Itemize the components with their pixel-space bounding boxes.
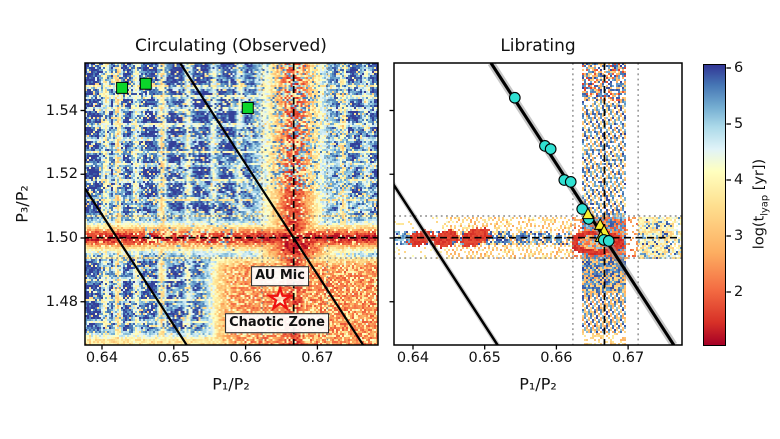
- cyan-circle-marker: [544, 143, 557, 155]
- librating-panel-frame: [393, 62, 683, 346]
- circulating-panel-frame: [84, 62, 379, 346]
- yellow-triangle-marker: [581, 207, 595, 220]
- librating-heatmap: [394, 63, 682, 345]
- cyan-circle-marker: [508, 91, 521, 104]
- cyan-circle-marker: [564, 176, 577, 188]
- secondary-resonance-line: [85, 186, 188, 345]
- colorbar: [703, 64, 726, 346]
- green-square-marker: [139, 77, 152, 90]
- green-square-marker: [116, 81, 129, 94]
- secondary-resonance-line: [394, 183, 499, 345]
- librating-panel-overlays: [394, 63, 682, 345]
- cyan-circle-marker: [602, 235, 615, 247]
- circulating-panel-overlays: [85, 63, 378, 345]
- green-square-marker: [241, 101, 254, 114]
- circulating-heatmap: [85, 63, 378, 345]
- au-mic-star-marker: [266, 284, 294, 312]
- main-resonance-line: [179, 63, 365, 345]
